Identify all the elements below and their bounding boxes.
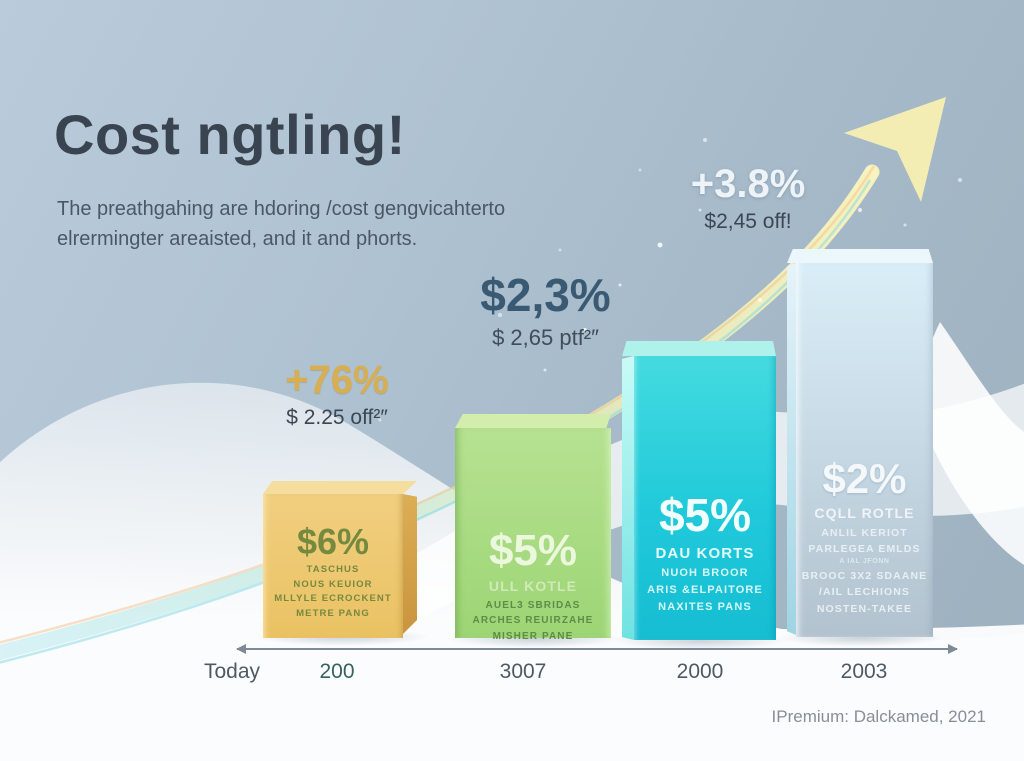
box-line: TASCHUS — [306, 564, 360, 575]
product-box-yellow: $6% TASCHUS NOUS KEUIOR MLLYLE ECROCKENT… — [263, 481, 417, 638]
box-price-label: $2% — [822, 455, 907, 502]
box-top-face — [263, 481, 417, 494]
box-front-face: $2% CQLL ROTLE ANLIL KERIOT PARLEGEA EML… — [796, 263, 933, 637]
subtitle-line-2: elrermingter areaisted, and it and phort… — [57, 228, 418, 250]
box-front-face: $5% ULL KOTLE AUEL3 SBRIDAS ARCHES REUIR… — [455, 428, 611, 642]
box-line: BROOC 3X2 SDAANE — [801, 570, 928, 583]
box-top-face — [622, 341, 776, 356]
source-attribution: IPremium: Dalckamed, 2021 — [771, 707, 986, 726]
annotation-white-percent: +3.8% — [690, 162, 806, 206]
box-side-face — [787, 263, 796, 635]
box-top-face — [455, 414, 611, 428]
box-side-face — [622, 356, 634, 640]
box-front-face: $6% TASCHUS NOUS KEUIOR MLLYLE ECROCKENT… — [263, 494, 403, 638]
box-line: PARLEGEA EMLDS — [808, 542, 921, 555]
subtitle-line-1: The preathgahing are hdoring /cost gengv… — [57, 198, 506, 220]
timeline-label-2003: 2003 — [840, 660, 888, 683]
timeline-label-3007: 3007 — [499, 660, 547, 683]
product-box-green: $5% ULL KOTLE AUEL3 SBRIDAS ARCHES REUIR… — [455, 414, 611, 642]
box-line: NOUS KEUIOR — [293, 578, 373, 590]
ribbon-right — [920, 322, 1024, 565]
box-text: $5% ULL KOTLE AUEL3 SBRIDAS ARCHES REUIR… — [472, 526, 594, 642]
box-line: METRE PANG — [296, 608, 370, 620]
box-text: $2% CQLL ROTLE ANLIL KERIOT PARLEGEA EML… — [802, 455, 928, 637]
box-side-face — [403, 494, 417, 634]
annotation-teal: $2,3% $ 2,65 ptf²″ — [448, 268, 643, 351]
box-line: NAXITES PANS — [658, 601, 752, 614]
annotation-teal-percent: $2,3% — [480, 269, 611, 321]
box-line: NOSTEN-TAKEE — [816, 602, 913, 615]
box-text: $6% TASCHUS NOUS KEUIOR MLLYLE ECROCKENT… — [274, 521, 392, 638]
box-line: MISHER PANE — [492, 630, 574, 642]
annotation-white: +3.8% $2,45 off! — [658, 162, 838, 234]
page-title: Cost ngtling! — [54, 103, 406, 166]
product-box-blue: $2% CQLL ROTLE ANLIL KERIOT PARLEGEA EML… — [787, 249, 933, 639]
page-subtitle: The preathgahing are hdoring /cost gengv… — [57, 194, 505, 254]
box-text: $5% DAU KORTS NUOH BROOR ARIS &ELPAITORE… — [647, 488, 763, 640]
box-top-face — [787, 249, 933, 263]
annotation-gold-sublabel: $ 2.25 off²″ — [286, 406, 388, 429]
box-line: A IAL JFONN — [839, 558, 890, 566]
box-front-face: $5% DAU KORTS NUOH BROOR ARIS &ELPAITORE… — [634, 356, 776, 640]
box-line: AUEL3 SBRIDAS — [485, 599, 581, 611]
annotation-teal-sublabel: $ 2,65 ptf²″ — [492, 325, 599, 350]
annotation-gold-percent: +76% — [285, 358, 389, 402]
arrow-head — [844, 97, 946, 202]
box-price-label: $5% — [488, 526, 578, 575]
product-box-cyan: $5% DAU KORTS NUOH BROOR ARIS &ELPAITORE… — [622, 341, 776, 642]
annotation-gold: +76% $ 2.25 off²″ — [252, 358, 422, 430]
timeline-label-2000: 2000 — [676, 660, 724, 683]
box-line: ULL KOTLE — [488, 578, 578, 594]
box-line: ANLIL KERIOT — [821, 526, 908, 539]
box-line: MLLYLE ECROCKENT — [274, 593, 392, 605]
box-line: CQLL ROTLE — [814, 505, 915, 521]
box-price-label: $6% — [296, 521, 370, 562]
box-line: ARCHES REUIRZAHE — [472, 615, 594, 627]
box-price-label: $5% — [658, 489, 752, 541]
box-line: /AIL LECHIONS — [818, 586, 911, 599]
timeline-label-today: Today — [203, 660, 261, 683]
annotation-white-sublabel: $2,45 off! — [704, 210, 792, 233]
box-line: DAU KORTS — [655, 545, 755, 562]
box-line: ARIS &ELPAITORE — [647, 584, 763, 597]
timeline-axis — [236, 644, 958, 654]
box-line: NUOH BROOR — [661, 567, 749, 580]
timeline-label-200: 200 — [319, 660, 355, 683]
